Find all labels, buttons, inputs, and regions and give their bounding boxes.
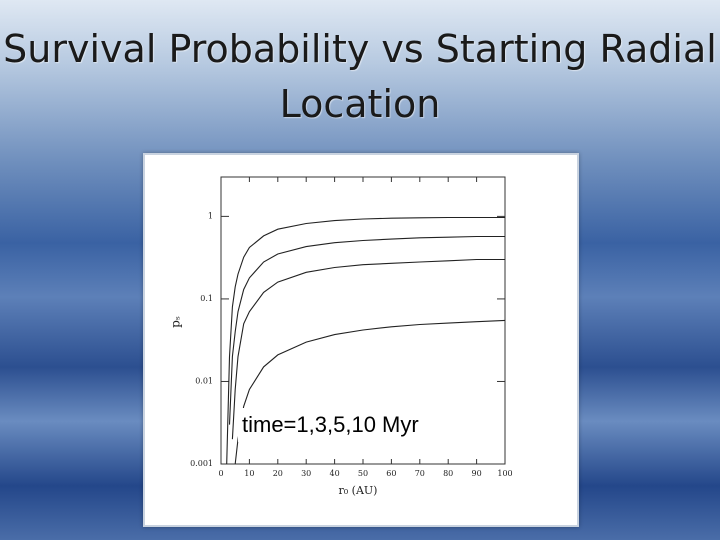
x-tick-label: 80 (443, 469, 453, 478)
annotation: time=1,3,5,10 Myr (242, 412, 419, 437)
x-tick-label: 30 (301, 469, 311, 478)
x-tick-label: 90 (472, 469, 482, 478)
y-tick-label: 0.1 (200, 294, 213, 303)
x-tick-label: 0 (218, 469, 223, 478)
x-tick-label: 60 (386, 469, 396, 478)
x-tick-label: 100 (497, 469, 512, 478)
x-tick-label: 20 (273, 469, 283, 478)
y-tick-label: 0.001 (190, 459, 213, 468)
series-line (234, 319, 506, 465)
y-axis-label: pₛ (169, 316, 183, 328)
slide-title: Survival Probability vs Starting Radial … (3, 27, 717, 126)
series-line (226, 216, 505, 465)
annotation-bg (238, 408, 500, 442)
x-tick-label: 40 (330, 469, 340, 478)
y-tick-label: 0.01 (195, 376, 213, 385)
series-line (228, 235, 505, 425)
x-tick-label: 70 (415, 469, 425, 478)
x-axis-label: r₀ (AU) (339, 484, 378, 497)
series-line (231, 258, 505, 440)
x-tick-label: 50 (358, 469, 368, 478)
figure-panel (143, 153, 579, 527)
x-tick-label: 10 (244, 469, 254, 478)
y-tick-label: 1 (208, 211, 213, 220)
